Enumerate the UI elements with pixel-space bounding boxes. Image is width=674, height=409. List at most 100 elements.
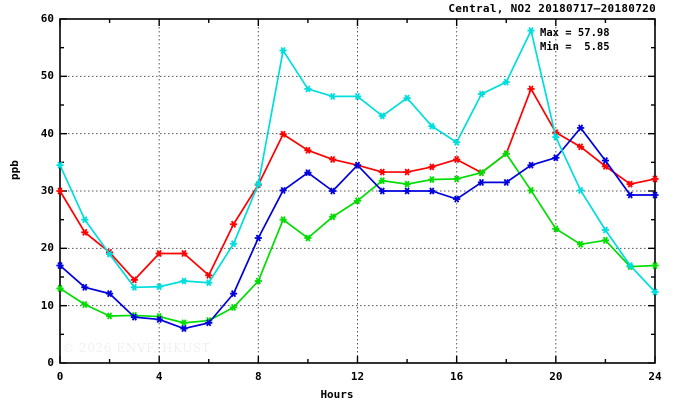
marker-stroke — [305, 169, 311, 177]
marker-stroke — [230, 240, 237, 248]
data-point — [626, 180, 634, 188]
data-point — [453, 138, 461, 146]
marker-stroke — [379, 177, 385, 185]
data-point — [205, 279, 213, 287]
marker-stroke — [404, 187, 410, 195]
data-point — [81, 300, 89, 309]
data-point — [353, 161, 362, 169]
marker-stroke — [230, 290, 237, 298]
marker-stroke — [578, 186, 584, 194]
data-point — [81, 283, 89, 291]
marker-stroke — [429, 187, 435, 195]
data-point — [527, 186, 535, 194]
data-point — [651, 261, 659, 270]
data-point — [552, 225, 560, 233]
marker-stroke — [82, 283, 88, 291]
data-point — [527, 85, 535, 93]
marker-stroke — [330, 155, 336, 164]
marker-stroke — [379, 187, 385, 195]
data-point — [205, 271, 213, 279]
data-point — [155, 283, 163, 291]
marker-stroke — [280, 130, 286, 138]
data-point — [56, 261, 64, 270]
x-tick-label: 16 — [450, 370, 464, 383]
series-series_blue — [56, 124, 659, 333]
data-point — [601, 162, 610, 170]
marker-stroke — [57, 284, 63, 293]
data-point — [403, 94, 411, 102]
x-tick-label: 8 — [255, 370, 262, 383]
x-tick-label: 0 — [56, 370, 64, 383]
data-point — [56, 284, 64, 293]
marker-stroke — [206, 279, 212, 287]
marker-stroke — [57, 261, 63, 270]
data-point — [502, 78, 510, 86]
marker-stroke — [280, 186, 286, 194]
data-point — [304, 169, 312, 177]
marker-stroke — [131, 283, 137, 291]
data-point — [502, 150, 510, 158]
marker-stroke — [429, 175, 435, 184]
data-point — [329, 155, 337, 164]
marker-stroke — [131, 276, 137, 284]
data-point — [552, 133, 560, 141]
data-point — [403, 168, 411, 176]
marker-stroke — [404, 168, 410, 176]
marker-stroke — [429, 122, 435, 130]
data-point — [577, 240, 585, 248]
data-point — [304, 234, 312, 242]
marker-stroke — [578, 124, 584, 132]
y-tick-label: 60 — [40, 12, 54, 25]
marker-stroke — [528, 27, 534, 35]
marker-stroke — [553, 133, 559, 141]
marker-stroke — [305, 234, 311, 242]
marker-stroke — [255, 180, 261, 188]
marker-stroke — [206, 271, 212, 279]
marker-stroke — [107, 312, 113, 320]
marker-stroke — [156, 249, 162, 258]
marker-stroke — [181, 319, 187, 327]
marker-stroke — [181, 325, 187, 333]
data-point — [527, 27, 535, 35]
min-value-label: Min = 5.85 — [540, 41, 610, 53]
data-point — [130, 313, 138, 321]
data-point — [577, 186, 585, 194]
marker-stroke — [553, 154, 559, 162]
data-point — [279, 46, 287, 55]
marker-stroke — [503, 78, 509, 86]
data-point — [81, 228, 89, 236]
y-tick-label: 30 — [40, 184, 54, 197]
data-point — [353, 92, 362, 100]
marker-stroke — [57, 187, 63, 195]
data-point — [428, 187, 436, 195]
marker-stroke — [627, 191, 633, 199]
marker-stroke — [379, 168, 385, 176]
gridlines — [60, 19, 655, 363]
data-point — [279, 130, 287, 138]
data-point — [205, 319, 213, 327]
marker-stroke — [652, 261, 658, 270]
marker-stroke — [602, 157, 608, 165]
marker-stroke — [454, 195, 460, 203]
data-point — [105, 290, 114, 298]
data-point — [453, 195, 461, 203]
data-point — [601, 226, 610, 234]
marker-stroke — [330, 213, 336, 221]
data-point — [279, 216, 287, 224]
data-point — [626, 191, 634, 199]
data-point — [502, 178, 510, 186]
x-axis-label: Hours — [320, 388, 354, 401]
marker-stroke — [181, 249, 187, 258]
data-point — [180, 249, 188, 258]
marker-stroke — [255, 277, 261, 285]
data-point — [601, 236, 610, 244]
data-point — [477, 178, 486, 186]
marker-stroke — [404, 94, 410, 102]
marker-stroke — [652, 288, 658, 296]
data-point — [477, 90, 486, 98]
data-point — [81, 216, 89, 224]
data-point — [353, 197, 362, 205]
marker-stroke — [404, 180, 410, 188]
